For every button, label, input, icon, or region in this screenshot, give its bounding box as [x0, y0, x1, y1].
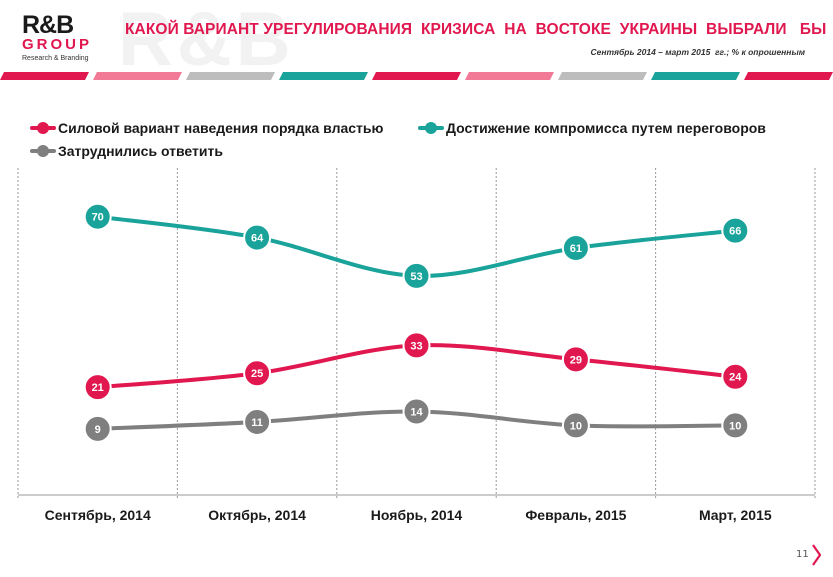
data-point — [243, 407, 272, 436]
page-number: 11 — [792, 543, 822, 567]
watermark-logo: R&B — [118, 0, 295, 82]
data-label: 25 — [251, 368, 263, 380]
data-label: 11 — [251, 417, 263, 429]
data-label: 9 — [95, 424, 101, 436]
data-point — [402, 397, 431, 426]
stripe-segment — [651, 72, 740, 80]
header-color-stripe — [0, 72, 833, 80]
logo-group-text: GROUP — [22, 36, 93, 53]
x-tick-label: Октябрь, 2014 — [208, 507, 306, 523]
data-point — [721, 216, 750, 245]
data-label: 14 — [410, 407, 423, 419]
company-logo: R&B GROUP Research & Branding — [22, 12, 102, 64]
legend-label-compromise: Достижение компромисса путем переговоров — [446, 120, 766, 136]
data-label: 70 — [92, 212, 104, 224]
slide-subtitle: Сентябрь 2014 – март 2015 гг.; % к опрош… — [590, 47, 805, 57]
stripe-segment — [93, 72, 182, 80]
logo-wordmark: R&B — [22, 11, 74, 39]
legend-item-compromise: Достижение компромисса путем переговоров — [418, 120, 766, 136]
data-point — [83, 414, 112, 443]
stripe-segment — [744, 72, 833, 80]
data-label: 66 — [729, 226, 741, 238]
data-point — [83, 202, 112, 231]
data-point — [402, 261, 431, 290]
stripe-segment — [465, 72, 554, 80]
logo-tagline: Research & Branding — [22, 55, 89, 62]
data-label: 21 — [92, 382, 104, 394]
data-point — [561, 345, 590, 374]
legend-marker-undecided — [30, 145, 56, 157]
chart-legend: Силовой вариант наведения порядка власть… — [30, 120, 820, 166]
data-point — [561, 234, 590, 263]
data-point — [402, 331, 431, 360]
data-label: 61 — [570, 243, 582, 255]
data-label: 10 — [729, 420, 741, 432]
legend-marker-compromise — [418, 122, 444, 134]
data-point — [721, 411, 750, 440]
stripe-segment — [372, 72, 461, 80]
stripe-segment — [0, 72, 89, 80]
data-point — [561, 411, 590, 440]
slide-title: КАКОЙ ВАРИАНТ УРЕГУЛИРОВАНИЯ КРИЗИСА НА … — [125, 21, 827, 38]
slide-header: R&B R&B GROUP Research & Branding КАКОЙ … — [0, 0, 833, 80]
x-tick-label: Февраль, 2015 — [525, 507, 626, 523]
legend-label-undecided: Затруднились ответить — [58, 143, 223, 159]
data-label: 64 — [251, 233, 264, 245]
stripe-segment — [558, 72, 647, 80]
legend-marker-force — [30, 122, 56, 134]
x-tick-label: Ноябрь, 2014 — [371, 507, 463, 523]
data-label: 53 — [410, 271, 422, 283]
data-label: 24 — [729, 372, 742, 384]
x-tick-label: Сентябрь, 2014 — [45, 507, 151, 523]
data-point — [721, 362, 750, 391]
legend-label-force: Силовой вариант наведения порядка власть… — [58, 120, 384, 136]
data-label: 29 — [570, 354, 582, 366]
data-point — [243, 359, 272, 388]
page-number-text: 11 — [796, 549, 809, 560]
stripe-segment — [186, 72, 275, 80]
line-chart: Сентябрь, 2014 Октябрь, 2014 Ноябрь, 2014 Ф… — [17, 168, 816, 523]
x-tick-label: Март, 2015 — [699, 507, 772, 523]
data-label: 33 — [410, 340, 422, 352]
data-point — [83, 373, 112, 402]
legend-item-undecided: Затруднились ответить — [30, 143, 223, 159]
page-corner-chevron-icon — [812, 544, 822, 566]
legend-item-force: Силовой вариант наведения порядка власть… — [30, 120, 383, 136]
data-label: 10 — [570, 420, 582, 432]
data-point — [243, 223, 272, 252]
stripe-segment — [279, 72, 368, 80]
